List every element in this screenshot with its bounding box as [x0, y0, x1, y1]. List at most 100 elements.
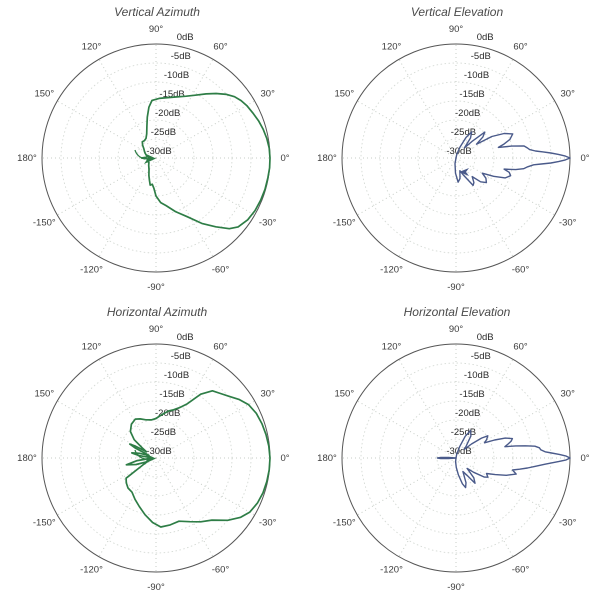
- grid-ring: [379, 381, 533, 535]
- grid-spoke: [155, 100, 255, 159]
- radial-tick-label: -30dB: [446, 146, 471, 157]
- grid-spoke: [155, 457, 214, 557]
- angle-tick-label: -30°: [259, 518, 277, 529]
- grid-spoke: [455, 100, 555, 159]
- radial-tick-label: -10dB: [464, 70, 489, 81]
- grid-ring: [136, 138, 176, 178]
- grid-ring: [117, 419, 195, 497]
- angle-tick-label: 30°: [261, 89, 276, 100]
- grid-ring: [60, 362, 252, 554]
- radial-tick-label: -30dB: [146, 146, 171, 157]
- panel-horizontal-elevation: 90° 60° 30° 0° -30° -60° -90° -120° -150° 180° 150…: [300, 300, 600, 600]
- radial-tick-label: -30dB: [446, 446, 471, 457]
- angle-tick-label: 150°: [334, 389, 354, 400]
- back-lobe-arrow-tail: [134, 449, 146, 460]
- grid-spoke: [155, 457, 255, 516]
- grid-ring: [79, 81, 233, 235]
- angle-tick-label: 150°: [34, 89, 54, 100]
- angle-tick-label: 90°: [449, 324, 464, 335]
- radial-tick-label: -25dB: [151, 427, 176, 438]
- chart-title: Horizontal Elevation: [404, 305, 511, 319]
- grid-spoke: [398, 59, 457, 159]
- radial-tick-label: -15dB: [159, 89, 184, 100]
- angle-tick-label: 180°: [317, 153, 337, 164]
- grid-spoke: [155, 157, 214, 257]
- radial-tick-label: -5dB: [471, 351, 491, 362]
- angle-tick-label: -120°: [380, 265, 403, 276]
- angle-tick-label: -150°: [333, 218, 356, 229]
- grid-spoke: [98, 457, 157, 557]
- angle-tick-label: 120°: [382, 41, 402, 52]
- angle-tick-label: 0°: [280, 453, 289, 464]
- angle-tick-label: -120°: [80, 565, 103, 576]
- polar-chart-horizontal-elevation: 90° 60° 30° 0° -30° -60° -90° -120° -150° 180° 150…: [317, 305, 590, 593]
- angle-tick-label: 90°: [449, 24, 464, 35]
- grid-ring: [417, 119, 495, 197]
- angle-tick-label: 150°: [334, 89, 354, 100]
- grid-spoke: [98, 157, 157, 257]
- grid-ring: [360, 362, 552, 554]
- radial-tick-label: -10dB: [464, 370, 489, 381]
- polar-chart-vertical-elevation: 90° 60° 30° 0° -30° -60° -90° -120° -150° 180° 150…: [317, 5, 590, 293]
- polar-chart-vertical-azimuth: 90° 60° 30° 0° -30° -60° -90° -120° -150° 180° 150…: [17, 5, 290, 293]
- radial-tick-label: -20dB: [155, 108, 180, 119]
- angle-tick-label: 180°: [17, 153, 37, 164]
- angle-tick-label: 150°: [34, 389, 54, 400]
- angle-tick-label: -150°: [33, 218, 56, 229]
- radial-tick-label: -15dB: [459, 89, 484, 100]
- grid-spoke: [98, 59, 157, 159]
- grid-ring: [398, 100, 514, 216]
- angle-tick-label: 0°: [280, 153, 289, 164]
- radial-tick-label: -20dB: [155, 408, 180, 419]
- radial-tick-label: -5dB: [171, 351, 191, 362]
- radiation-pattern-curve: [454, 131, 571, 187]
- angle-tick-label: -150°: [333, 518, 356, 529]
- angle-tick-label: 120°: [82, 41, 102, 52]
- radiation-pattern-curve: [125, 389, 271, 528]
- radial-tick-label: 0dB: [477, 32, 494, 43]
- radial-tick-label: -10dB: [164, 70, 189, 81]
- angle-tick-label: -30°: [559, 218, 577, 229]
- grid-ring: [79, 381, 233, 535]
- radiation-pattern-curve: [436, 429, 571, 489]
- grid-ring: [436, 438, 476, 478]
- radial-tick-label: -5dB: [171, 51, 191, 62]
- grid-ring: [379, 81, 533, 235]
- radial-tick-label: -25dB: [451, 427, 476, 438]
- angle-tick-label: 0°: [580, 153, 589, 164]
- grid-spoke: [455, 157, 514, 257]
- grid-spoke: [155, 157, 255, 216]
- radial-tick-label: 0dB: [177, 32, 194, 43]
- angle-tick-label: -120°: [380, 565, 403, 576]
- angle-tick-label: -150°: [33, 518, 56, 529]
- radial-tick-label: -30dB: [146, 446, 171, 457]
- grid-ring: [360, 62, 552, 254]
- radial-tick-label: -25dB: [151, 127, 176, 138]
- angle-tick-label: 180°: [17, 453, 37, 464]
- angle-tick-label: 30°: [561, 89, 576, 100]
- grid-spoke: [398, 157, 457, 257]
- radial-tick-label: -15dB: [459, 389, 484, 400]
- angle-tick-label: 30°: [561, 389, 576, 400]
- angle-tick-label: -90°: [447, 582, 465, 593]
- grid-ring: [117, 119, 195, 197]
- radial-tick-label: -25dB: [451, 127, 476, 138]
- radial-tick-label: 0dB: [177, 332, 194, 343]
- chart-title: Vertical Azimuth: [114, 5, 200, 19]
- grid-spoke: [155, 59, 214, 159]
- grid-ring: [136, 438, 176, 478]
- angle-tick-label: 90°: [149, 324, 164, 335]
- panel-horizontal-azimuth: 90° 60° 30° 0° -30° -60° -90° -120° -150° 180° 150…: [0, 300, 300, 600]
- angle-tick-label: -120°: [80, 265, 103, 276]
- grid-spoke: [455, 457, 514, 557]
- angle-tick-label: 60°: [213, 341, 228, 352]
- radial-tick-label: -20dB: [455, 408, 480, 419]
- grid-spoke: [398, 457, 457, 557]
- radial-tick-label: -15dB: [159, 389, 184, 400]
- grid-ring: [60, 62, 252, 254]
- polar-chart-horizontal-azimuth: 90° 60° 30° 0° -30° -60° -90° -120° -150° 180° 150…: [17, 305, 290, 593]
- grid-ring: [436, 138, 476, 178]
- grid-ring: [398, 400, 514, 516]
- grid-spoke: [455, 457, 555, 516]
